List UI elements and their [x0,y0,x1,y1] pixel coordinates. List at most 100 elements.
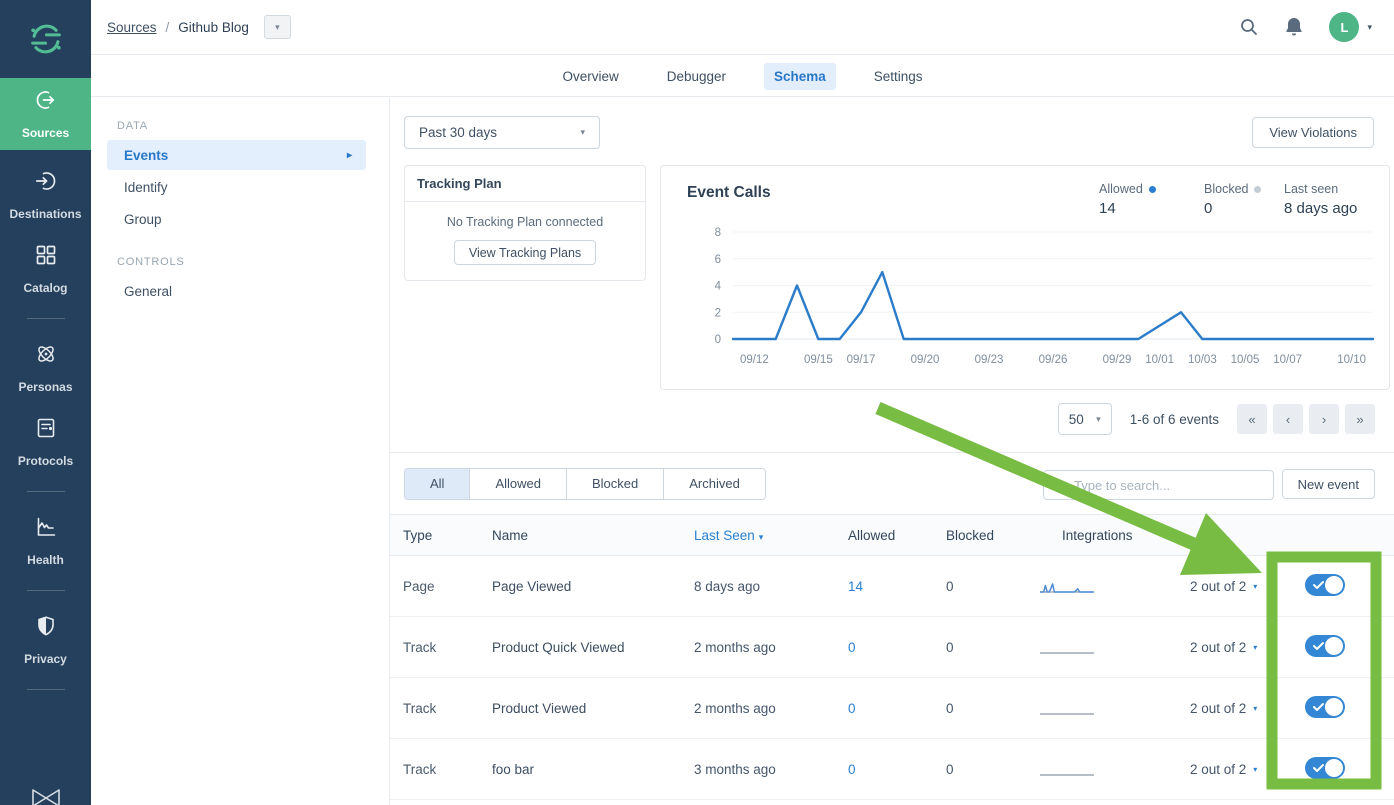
stat-label: Blocked [1204,182,1262,196]
sidebar-item-label: Health [27,553,64,567]
cell-integrations-dropdown[interactable]: 2 out of 2 ▾ [1190,700,1258,716]
sidebar-divider [26,318,65,319]
breadcrumb-current-source: Github Blog [178,19,249,35]
stat-allowed: Allowed 14 [1099,182,1156,217]
table-row: Track foo bar 3 months ago 0 0 2 out of 2 ▾ [390,739,1394,800]
event-enabled-toggle[interactable] [1305,695,1345,718]
svg-text:10/03: 10/03 [1188,354,1217,366]
health-icon [34,515,58,544]
svg-text:10/10: 10/10 [1337,354,1366,366]
subnav-section-label: DATA [117,120,148,132]
first-page-button[interactable]: « [1237,404,1267,434]
tab-overview[interactable]: Overview [562,68,619,84]
column-header-allowed[interactable]: Allowed [848,527,896,543]
stat-last-seen: Last seen 8 days ago [1284,182,1357,217]
table-row: Track Product Quick Viewed 2 months ago 0 0 2… [390,617,1394,678]
svg-text:09/17: 09/17 [847,354,876,366]
column-header-integrations[interactable]: Integrations [1062,527,1133,543]
cell-type: Track [403,761,437,777]
cell-allowed-link[interactable]: 0 [848,761,856,777]
tab-debugger[interactable]: Debugger [666,68,726,84]
event-filter-tabs: All Allowed Blocked Archived [404,468,766,500]
sources-icon [34,88,58,117]
protocols-icon [34,416,58,445]
segment-logo-icon[interactable] [0,0,91,78]
catalog-icon [34,243,58,272]
sidebar-item-sources[interactable]: Sources [0,78,91,150]
svg-text:10/07: 10/07 [1273,354,1302,366]
notifications-bell-icon[interactable] [1284,16,1304,38]
pagination: 50 ▾ 1-6 of 6 events «‹ ›» [1057,403,1375,435]
chevron-down-icon: ▾ [580,127,585,137]
sidebar-item-label: Catalog [23,281,68,295]
breadcrumb-sources-link[interactable]: Sources [107,19,157,35]
cell-last-seen: 3 months ago [694,761,776,777]
view-tracking-plans-button[interactable]: View Tracking Plans [453,240,597,265]
filter-tab-all[interactable]: All [405,469,470,499]
time-range-value: Past 30 days [419,125,498,140]
event-enabled-toggle[interactable] [1305,634,1345,657]
sidebar-item-protocols[interactable]: Protocols [0,413,91,471]
cell-allowed-link[interactable]: 0 [848,639,856,655]
cell-blocked: 0 [946,578,954,594]
page-size-select[interactable]: 50 ▾ [1057,403,1112,435]
subnav-item-label: General [124,283,173,299]
svg-text:09/23: 09/23 [975,354,1004,366]
cell-allowed-link[interactable]: 14 [848,578,864,594]
sidebar-item-personas[interactable]: Personas [0,339,91,397]
cell-integrations-dropdown[interactable]: 2 out of 2 ▾ [1190,761,1258,777]
column-header-type[interactable]: Type [403,527,433,543]
stat-label: Allowed [1099,182,1156,196]
filter-tab-allowed[interactable]: Allowed [469,469,566,499]
filter-tab-blocked[interactable]: Blocked [565,469,664,499]
subnav-item-label: Events [124,147,169,163]
tab-settings[interactable]: Settings [873,68,923,84]
personas-icon [34,342,58,371]
cell-integrations-dropdown[interactable]: 2 out of 2 ▾ [1190,639,1258,655]
section-divider [390,452,1394,453]
breadcrumb-separator: / [165,19,170,35]
new-event-button[interactable]: New event [1281,469,1375,499]
column-header-name[interactable]: Name [492,527,529,543]
avatar[interactable]: L [1329,12,1360,42]
event-calls-stats: Allowed 14 Blocked 0 Last seen 8 days ago [661,182,1389,232]
event-enabled-toggle[interactable] [1305,756,1345,779]
cell-event-name: Product Quick Viewed [492,639,625,655]
last-page-button[interactable]: » [1345,404,1375,434]
chevron-down-icon: ▾ [1367,21,1372,32]
sidebar-item-privacy[interactable]: Privacy [0,611,91,669]
subnav-item-identify[interactable]: Identify [107,172,366,202]
stat-label: Last seen [1284,182,1339,196]
search-icon[interactable] [1239,17,1259,37]
sidebar-item-destinations[interactable]: Destinations [0,166,91,224]
cell-allowed-link[interactable]: 0 [848,700,856,716]
cell-integrations-dropdown[interactable]: 2 out of 2 ▾ [1190,578,1258,594]
sidebar-item-label: Destinations [9,207,82,221]
next-page-button[interactable]: › [1309,404,1339,434]
subnav-item-events[interactable]: Events ▸ [107,140,366,170]
cell-toggle [1300,695,1394,721]
gift-icon[interactable] [28,789,64,805]
stat-value: 14 [1099,200,1116,217]
prev-page-button[interactable]: ‹ [1273,404,1303,434]
subnav-item-general[interactable]: General [107,276,366,306]
event-enabled-toggle[interactable] [1305,573,1345,596]
sidebar-item-catalog[interactable]: Catalog [0,240,91,298]
chevron-down-icon: ▾ [1096,413,1101,424]
column-header-last-seen[interactable]: Last Seen ▾ [694,527,764,543]
column-header-blocked[interactable]: Blocked [946,527,995,543]
subnav-item-group[interactable]: Group [107,204,366,234]
time-range-select[interactable]: Past 30 days ▾ [404,116,600,149]
sidebar-item-health[interactable]: Health [0,512,91,570]
view-violations-button[interactable]: View Violations [1252,117,1374,148]
filter-tab-archived[interactable]: Archived [663,469,765,499]
sparkline [1040,712,1094,715]
source-switcher-button[interactable]: ▾ [263,15,291,39]
cell-type: Track [403,639,437,655]
search-input[interactable] [1043,470,1274,500]
svg-text:8: 8 [715,227,721,239]
toggle-knob [1324,758,1343,777]
tab-schema[interactable]: Schema [764,62,836,90]
user-menu[interactable]: L ▾ [1329,12,1372,42]
cell-blocked: 0 [946,639,954,655]
